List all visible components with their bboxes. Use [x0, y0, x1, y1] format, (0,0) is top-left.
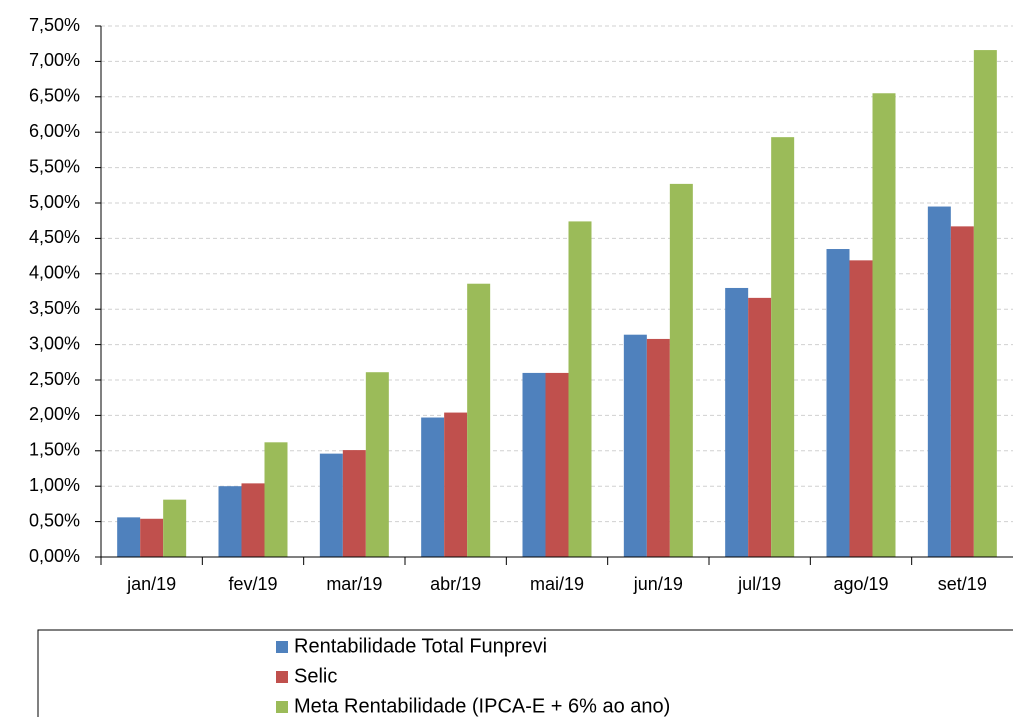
bar [568, 221, 592, 557]
bar [319, 453, 343, 557]
y-tick-label: 1,00% [29, 475, 80, 495]
x-tick-label: set/19 [938, 574, 987, 594]
bar [444, 412, 468, 557]
legend-label: Selic [294, 665, 337, 687]
y-tick-label: 3,50% [29, 298, 80, 318]
bar [241, 483, 265, 557]
bar [669, 183, 693, 557]
y-tick-label: 3,00% [29, 333, 80, 353]
bar [421, 417, 445, 557]
bar [849, 260, 873, 557]
legend: Rentabilidade Total Funprevi Selic Meta Re… [276, 635, 670, 717]
x-tick-label: ago/19 [833, 574, 888, 594]
bar [545, 372, 569, 557]
bar [218, 486, 242, 557]
bar [872, 93, 896, 557]
bar [950, 226, 974, 557]
bar [623, 334, 647, 557]
y-tick-label: 2,50% [29, 369, 80, 389]
bar [467, 283, 491, 557]
y-tick-label: 6,00% [29, 121, 80, 141]
bar [365, 372, 389, 557]
y-tick-label: 4,50% [29, 227, 80, 247]
bar [927, 206, 951, 558]
x-tick-label: mai/19 [530, 574, 584, 594]
legend-swatch [276, 671, 288, 683]
x-tick-label: jun/19 [633, 574, 683, 594]
legend-swatch [276, 701, 288, 713]
bar [748, 297, 772, 557]
bar [725, 287, 749, 557]
bar [264, 442, 288, 557]
y-tick-label: 7,00% [29, 50, 80, 70]
legend-box [37, 629, 1013, 717]
x-tick-label: abr/19 [430, 574, 481, 594]
bar [771, 137, 795, 557]
legend-label: Meta Rentabilidade (IPCA-E + 6% ao ano) [294, 695, 670, 717]
y-tick-label: 2,00% [29, 404, 80, 424]
bar [163, 499, 187, 557]
bar [826, 249, 850, 557]
y-tick-label: 5,00% [29, 192, 80, 212]
y-tick-label: 0,00% [29, 546, 80, 566]
bar [117, 517, 141, 557]
x-tick-label: fev/19 [228, 574, 277, 594]
y-tick-label: 7,50% [29, 15, 80, 35]
y-tick-label: 1,50% [29, 440, 80, 460]
bar [140, 518, 164, 557]
bar [522, 372, 546, 557]
legend-swatch [276, 641, 288, 653]
x-tick-label: jul/19 [737, 574, 781, 594]
x-tick-label: mar/19 [326, 574, 382, 594]
bar [646, 338, 670, 557]
bar [342, 450, 366, 557]
y-tick-label: 5,50% [29, 156, 80, 176]
x-tick-label: jan/19 [126, 574, 176, 594]
y-tick-label: 4,00% [29, 263, 80, 283]
y-tick-label: 6,50% [29, 86, 80, 106]
legend-label: Rentabilidade Total Funprevi [294, 635, 547, 657]
y-tick-label: 0,50% [29, 510, 80, 530]
bar [973, 50, 997, 558]
